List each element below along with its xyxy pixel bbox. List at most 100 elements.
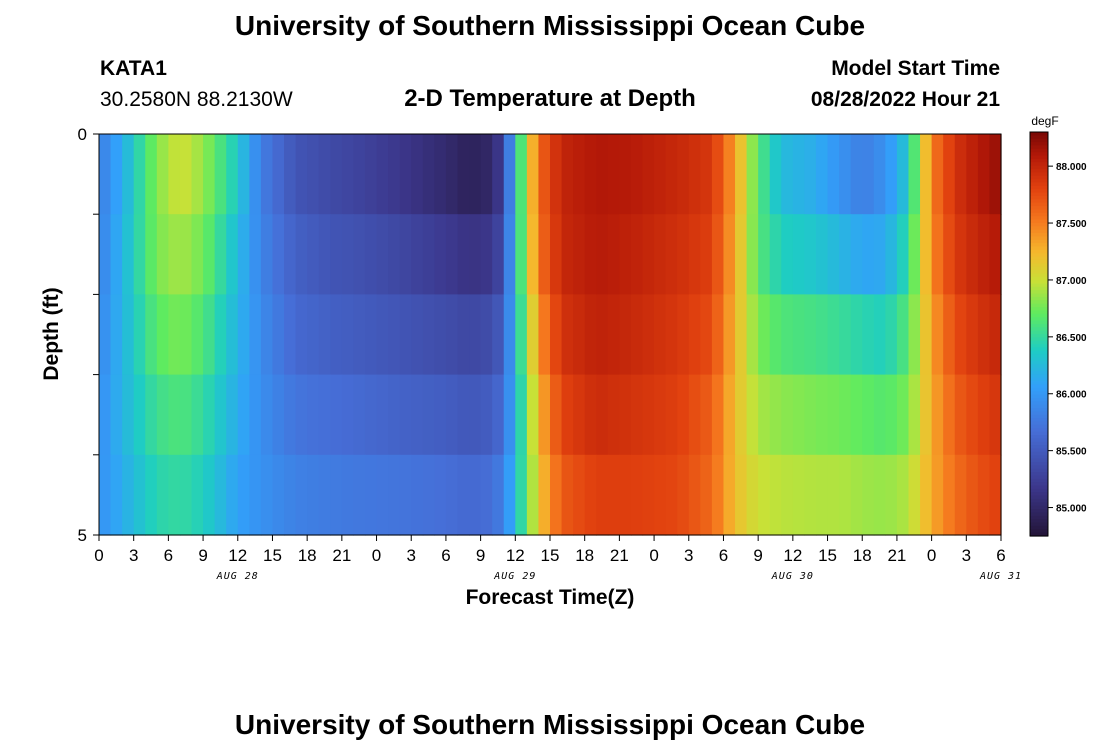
heatmap-cell bbox=[469, 374, 482, 456]
colorbar-swatch bbox=[1030, 465, 1048, 470]
colorbar-tick-label: 86.500 bbox=[1056, 333, 1087, 344]
heatmap-cell bbox=[723, 294, 736, 376]
heatmap-cell bbox=[966, 374, 979, 456]
colorbar-swatch bbox=[1030, 384, 1048, 389]
heatmap-cell bbox=[341, 134, 355, 215]
heatmap-cell bbox=[469, 454, 482, 536]
heatmap-cell bbox=[584, 214, 597, 295]
colorbar-swatch bbox=[1030, 276, 1048, 281]
heatmap-cell bbox=[538, 454, 551, 536]
colorbar-swatch bbox=[1030, 330, 1048, 335]
heatmap-cell bbox=[839, 134, 852, 215]
heatmap-cell bbox=[376, 454, 389, 536]
heatmap-cell bbox=[122, 134, 135, 215]
x-tick-label: 0 bbox=[649, 546, 658, 565]
colorbar-swatch bbox=[1030, 492, 1048, 497]
heatmap-cell bbox=[364, 374, 378, 456]
heatmap-cell bbox=[711, 294, 725, 376]
x-tick-label: 9 bbox=[198, 546, 207, 565]
heatmap-cell bbox=[353, 214, 366, 295]
colorbar-swatch bbox=[1030, 317, 1048, 322]
heatmap-cell bbox=[284, 134, 297, 215]
station-id: KATA1 bbox=[100, 57, 167, 80]
heatmap-cell bbox=[399, 374, 412, 456]
heatmap-cell bbox=[781, 454, 794, 536]
heatmap-cell bbox=[885, 374, 898, 456]
heatmap-cell bbox=[908, 134, 921, 215]
heatmap-cell bbox=[769, 134, 782, 215]
heatmap-cell bbox=[723, 134, 736, 215]
colorbar-swatch bbox=[1030, 303, 1048, 308]
heatmap-cell bbox=[769, 454, 782, 536]
heatmap-cell bbox=[538, 374, 551, 456]
heatmap-cell bbox=[145, 374, 158, 456]
heatmap-cell bbox=[607, 134, 620, 215]
heatmap-cell bbox=[573, 214, 586, 295]
heatmap-cell bbox=[503, 134, 516, 215]
heatmap-cell bbox=[977, 294, 991, 376]
heatmap-cell bbox=[353, 454, 366, 536]
heatmap-cell bbox=[573, 134, 586, 215]
heatmap-cell bbox=[179, 134, 193, 215]
footer-title: University of Southern Mississippi Ocean… bbox=[235, 709, 865, 740]
heatmap-cell bbox=[156, 454, 169, 536]
heatmap-cell bbox=[677, 454, 690, 536]
x-tick-label: 0 bbox=[372, 546, 381, 565]
heatmap-cell bbox=[711, 374, 725, 456]
colorbar-swatch bbox=[1030, 202, 1048, 207]
heatmap-cell bbox=[422, 134, 435, 215]
colorbar-swatch bbox=[1030, 142, 1048, 147]
heatmap-cell bbox=[792, 214, 806, 295]
heatmap-cell bbox=[492, 374, 505, 456]
heatmap-cell bbox=[619, 454, 632, 536]
heatmap-cell bbox=[145, 214, 158, 295]
colorbar-swatch bbox=[1030, 360, 1048, 365]
heatmap-cell bbox=[156, 134, 169, 215]
y-tick-label: 0 bbox=[78, 125, 87, 144]
colorbar-swatch bbox=[1030, 155, 1048, 160]
heatmap-cell bbox=[908, 294, 921, 376]
colorbar-swatch bbox=[1030, 451, 1048, 456]
x-tick-label: 9 bbox=[753, 546, 762, 565]
colorbar-swatch bbox=[1030, 404, 1048, 409]
heatmap-cell bbox=[735, 214, 748, 295]
heatmap-cell bbox=[827, 294, 840, 376]
heatmap-cell bbox=[168, 454, 181, 536]
colorbar-swatch bbox=[1030, 509, 1048, 514]
heatmap-cell bbox=[353, 294, 366, 376]
heatmap-cell bbox=[746, 374, 759, 456]
heatmap-cell bbox=[318, 294, 331, 376]
heatmap-cell bbox=[989, 294, 1002, 376]
heatmap-cell bbox=[411, 454, 424, 536]
heatmap-cell bbox=[584, 134, 597, 215]
heatmap-cell bbox=[364, 294, 378, 376]
heatmap-cell bbox=[191, 294, 204, 376]
heatmap-cell bbox=[469, 134, 482, 215]
colorbar-swatch bbox=[1030, 475, 1048, 480]
colorbar-swatch bbox=[1030, 263, 1048, 268]
heatmap-cell bbox=[654, 214, 667, 295]
colorbar-swatch bbox=[1030, 239, 1048, 244]
heatmap-cell bbox=[596, 454, 609, 536]
heatmap-cell bbox=[596, 374, 609, 456]
heatmap-cell bbox=[422, 294, 435, 376]
heatmap-cell bbox=[538, 294, 551, 376]
heatmap-cell bbox=[665, 454, 678, 536]
heatmap-cell bbox=[318, 214, 331, 295]
heatmap-cell bbox=[665, 214, 678, 295]
heatmap-cell bbox=[862, 374, 875, 456]
heatmap-cell bbox=[665, 134, 678, 215]
heatmap-cell bbox=[226, 294, 239, 376]
heatmap-cell bbox=[469, 214, 482, 295]
colorbar-swatch bbox=[1030, 354, 1048, 359]
colorbar-swatch bbox=[1030, 243, 1048, 248]
heatmap-cell bbox=[735, 374, 748, 456]
colorbar-swatch bbox=[1030, 249, 1048, 254]
heatmap-cell bbox=[954, 134, 967, 215]
colorbar-swatch bbox=[1030, 522, 1048, 527]
heatmap-cell bbox=[792, 454, 806, 536]
heatmap-cell bbox=[665, 374, 678, 456]
colorbar-swatch bbox=[1030, 165, 1048, 170]
colorbar-swatch bbox=[1030, 512, 1048, 517]
heatmap-cell bbox=[249, 134, 262, 215]
